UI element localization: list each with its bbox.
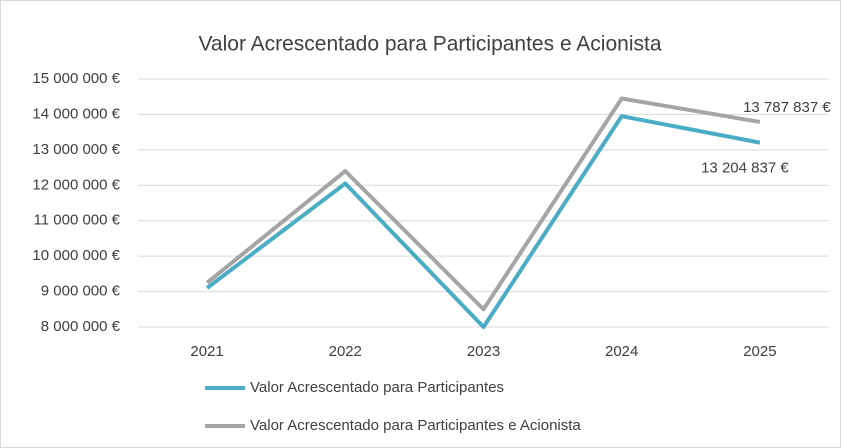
y-tick-label: 8 000 000 €	[41, 318, 121, 335]
x-tick-label: 2023	[467, 343, 500, 360]
x-tick-label: 2024	[605, 343, 638, 360]
chart-title: Valor Acrescentado para Participantes e …	[198, 33, 661, 56]
series-line	[205, 96, 761, 312]
legend-label: Valor Acrescentado para Participantes e …	[250, 417, 581, 434]
y-tick-label: 10 000 000 €	[32, 247, 120, 264]
legend-label: Valor Acrescentado para Participantes	[250, 379, 504, 396]
x-tick-label: 2021	[190, 343, 223, 360]
data-label: 13 204 837 €	[701, 160, 789, 177]
y-tick-label: 13 000 000 €	[32, 141, 120, 158]
y-tick-label: 12 000 000 €	[32, 176, 120, 193]
x-tick-label: 2022	[329, 343, 362, 360]
data-label: 13 787 837 €	[743, 99, 831, 116]
y-tick-label: 11 000 000 €	[34, 212, 121, 229]
y-tick-label: 9 000 000 €	[41, 283, 121, 300]
y-tick-label: 14 000 000 €	[32, 105, 120, 122]
y-tick-label: 15 000 000 €	[32, 70, 120, 87]
x-tick-label: 2025	[743, 343, 776, 360]
series-line	[205, 114, 761, 329]
